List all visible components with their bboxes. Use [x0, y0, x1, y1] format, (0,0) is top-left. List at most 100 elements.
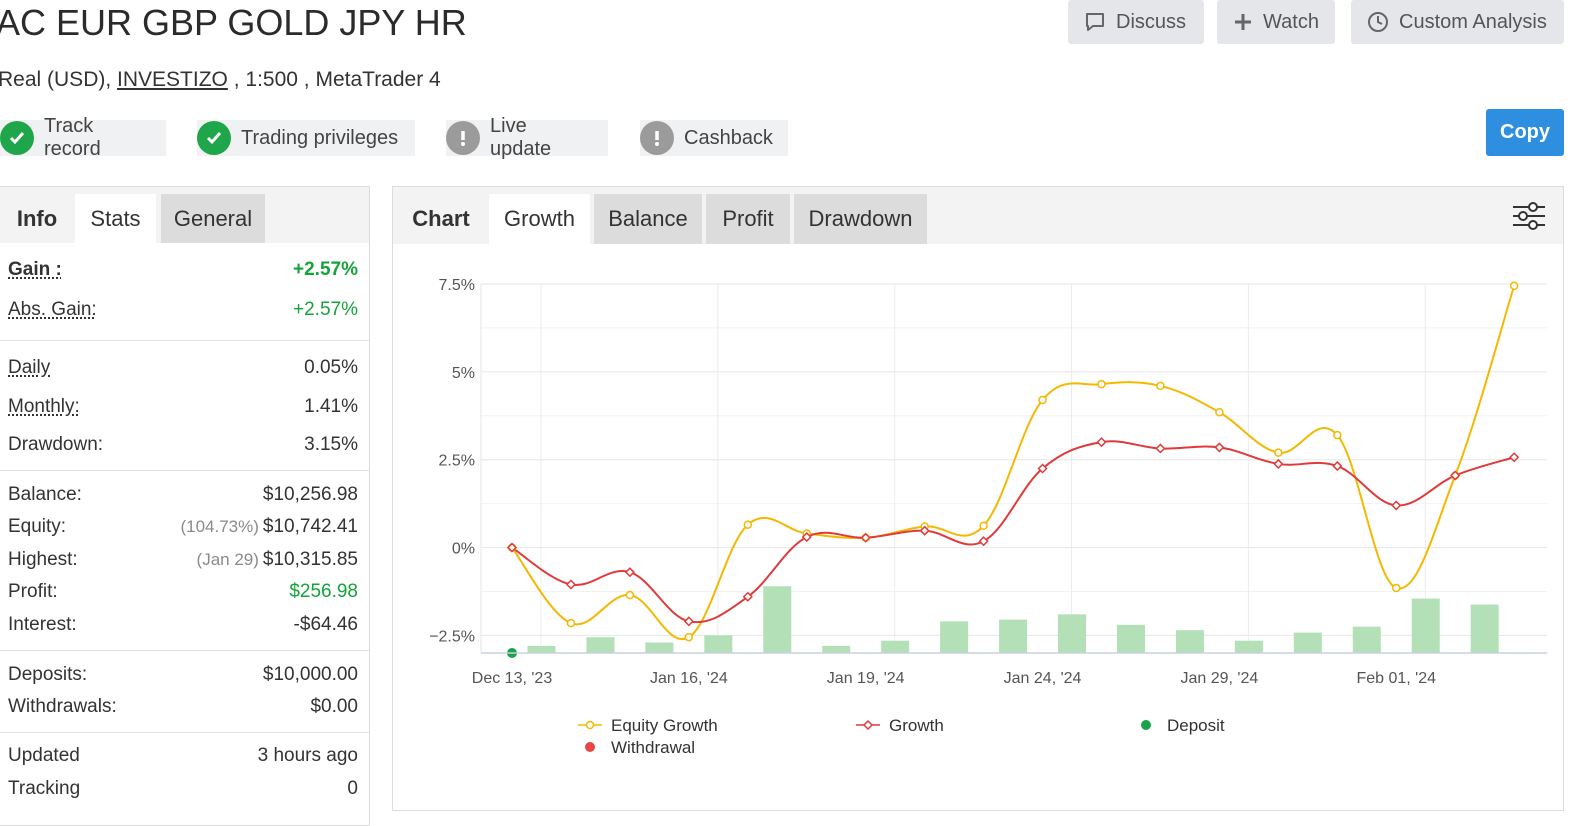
stat-value: +2.57% [293, 259, 358, 280]
x-tick-label: Dec 13, '23 [472, 670, 553, 687]
stat-label: Deposits: [8, 664, 88, 685]
clock-icon [1368, 12, 1388, 32]
exclamation-circle-icon [640, 121, 674, 155]
broker-link[interactable]: INVESTIZO [117, 68, 228, 91]
equity-growth-point [1509, 281, 1519, 291]
growth-point [978, 536, 989, 547]
stat-value: $256.98 [289, 581, 358, 602]
chart-settings-icon[interactable] [1511, 201, 1547, 231]
stat-monthly: Monthly: 1.41% [8, 392, 358, 422]
legend-label: Growth [889, 716, 944, 735]
copy-button[interactable]: Copy [1486, 109, 1564, 156]
x-tick-label: Jan 19, '24 [827, 670, 905, 687]
growth-point [506, 542, 518, 553]
stat-label[interactable]: Daily [8, 357, 51, 378]
legend-withdrawal: Withdrawal [585, 738, 695, 757]
equity-growth-point [1215, 408, 1224, 417]
tab-growth[interactable]: Growth [489, 194, 590, 244]
stat-note: (104.73%) [180, 517, 259, 536]
badge-label: Cashback [684, 126, 773, 149]
stat-value: +2.57% [293, 299, 358, 320]
badge-label: Trading privileges [241, 126, 399, 149]
equity-growth-point [1038, 395, 1047, 405]
stat-label: Withdrawals: [8, 696, 117, 717]
stat-label[interactable]: Abs. Gain: [8, 299, 97, 320]
equity-growth-point [979, 521, 988, 531]
stat-label[interactable]: Monthly: [8, 396, 80, 417]
legend-deposit: Deposit [1141, 716, 1225, 735]
stat-abs-gain: Abs. Gain: +2.57% [8, 295, 358, 325]
stat-label[interactable]: Gain : [8, 259, 62, 280]
x-tick-label: Jan 24, '24 [1004, 670, 1082, 687]
equity-growth-point [566, 618, 576, 628]
stat-withdrawals: Withdrawals: $0.00 [8, 692, 358, 722]
growth-point [919, 525, 930, 536]
y-tick-label: 0% [452, 541, 475, 558]
tab-drawdown[interactable]: Drawdown [794, 194, 927, 244]
stat-value-group: (104.73%) $10,742.41 [180, 516, 358, 538]
tab-general[interactable]: General [161, 194, 265, 243]
stat-daily: Daily 0.05% [8, 353, 358, 383]
legend-growth: Growth [856, 716, 944, 735]
tab-profit[interactable]: Profit [706, 194, 790, 244]
chart-bar [881, 640, 910, 653]
growth-point [742, 591, 753, 602]
series-equity-growth-line [511, 285, 1516, 641]
y-tick-label: 7.5% [439, 277, 475, 294]
stat-value: 0 [347, 778, 358, 799]
equity-growth-point [1274, 448, 1283, 457]
stat-value: 3.15% [304, 434, 358, 455]
x-tick-label: Feb 01, '24 [1356, 670, 1436, 687]
chart-bar [1293, 632, 1322, 653]
stat-label: Tracking [8, 778, 81, 799]
legend-equity-growth: Equity Growth [578, 716, 718, 735]
check-circle-icon [197, 121, 231, 155]
tab-info[interactable]: Info [16, 205, 58, 231]
stat-value: $10,742.41 [262, 516, 358, 537]
badge-label: Track record [44, 115, 101, 160]
check-circle-icon [0, 121, 34, 155]
divider [0, 732, 369, 733]
chart-grid [480, 283, 1547, 653]
stat-tracking: Tracking 0 [8, 774, 358, 804]
stat-label: Drawdown: [8, 434, 104, 455]
account-subtitle: Real (USD), INVESTIZO , 1:500 , MetaTrad… [0, 68, 441, 92]
stat-updated: Updated 3 hours ago [8, 741, 358, 771]
chart-bar [645, 642, 674, 653]
stat-balance: Balance: $10,256.98 [8, 480, 358, 510]
stat-value: 0.05% [304, 357, 358, 378]
y-tick-label: 2.5% [439, 453, 475, 470]
tab-balance[interactable]: Balance [594, 194, 702, 244]
stat-deposits: Deposits: $10,000.00 [8, 660, 358, 690]
equity-growth-point [743, 520, 753, 529]
account-details: , 1:500 , MetaTrader 4 [233, 68, 441, 91]
custom-analysis-button[interactable]: Custom Analysis [1351, 0, 1564, 44]
chart-axes: 7.5% 5% 2.5% 0% −2.5% Dec 13, '23 Jan 16, '24 J… [429, 277, 1547, 687]
stat-label: Updated [8, 745, 80, 766]
equity-growth-point [625, 590, 635, 600]
stat-drawdown: Drawdown: 3.15% [8, 430, 358, 460]
stat-value: 1.41% [304, 396, 358, 417]
growth-point [1450, 470, 1461, 481]
legend-swatch-dot [1141, 720, 1151, 730]
badge-cashback: Cashback [640, 120, 788, 156]
divider [0, 340, 369, 341]
chart-bar [1175, 630, 1204, 653]
growth-point [1391, 500, 1402, 511]
chart-bar [763, 586, 792, 653]
chart-tabs: Chart Growth Balance Profit Drawdown [393, 187, 1563, 244]
chart-bar [999, 619, 1028, 653]
chart-bars [527, 586, 1499, 653]
account-type: Real (USD), [0, 68, 112, 91]
stat-interest: Interest: -$64.46 [8, 610, 358, 640]
stat-label: Profit: [8, 581, 58, 602]
discuss-button[interactable]: Discuss [1068, 0, 1204, 44]
badge-trading-privileges: Trading privileges [197, 120, 415, 156]
exclamation-circle-icon [446, 121, 480, 155]
watch-button[interactable]: Watch [1217, 0, 1335, 44]
stat-gain: Gain : +2.57% [8, 255, 358, 285]
legend-swatch-marker [585, 720, 595, 730]
tab-stats[interactable]: Stats [75, 194, 156, 243]
stats-panel: Info Stats General Gain : +2.57% Abs. Ga… [0, 186, 370, 826]
growth-point [860, 532, 871, 543]
